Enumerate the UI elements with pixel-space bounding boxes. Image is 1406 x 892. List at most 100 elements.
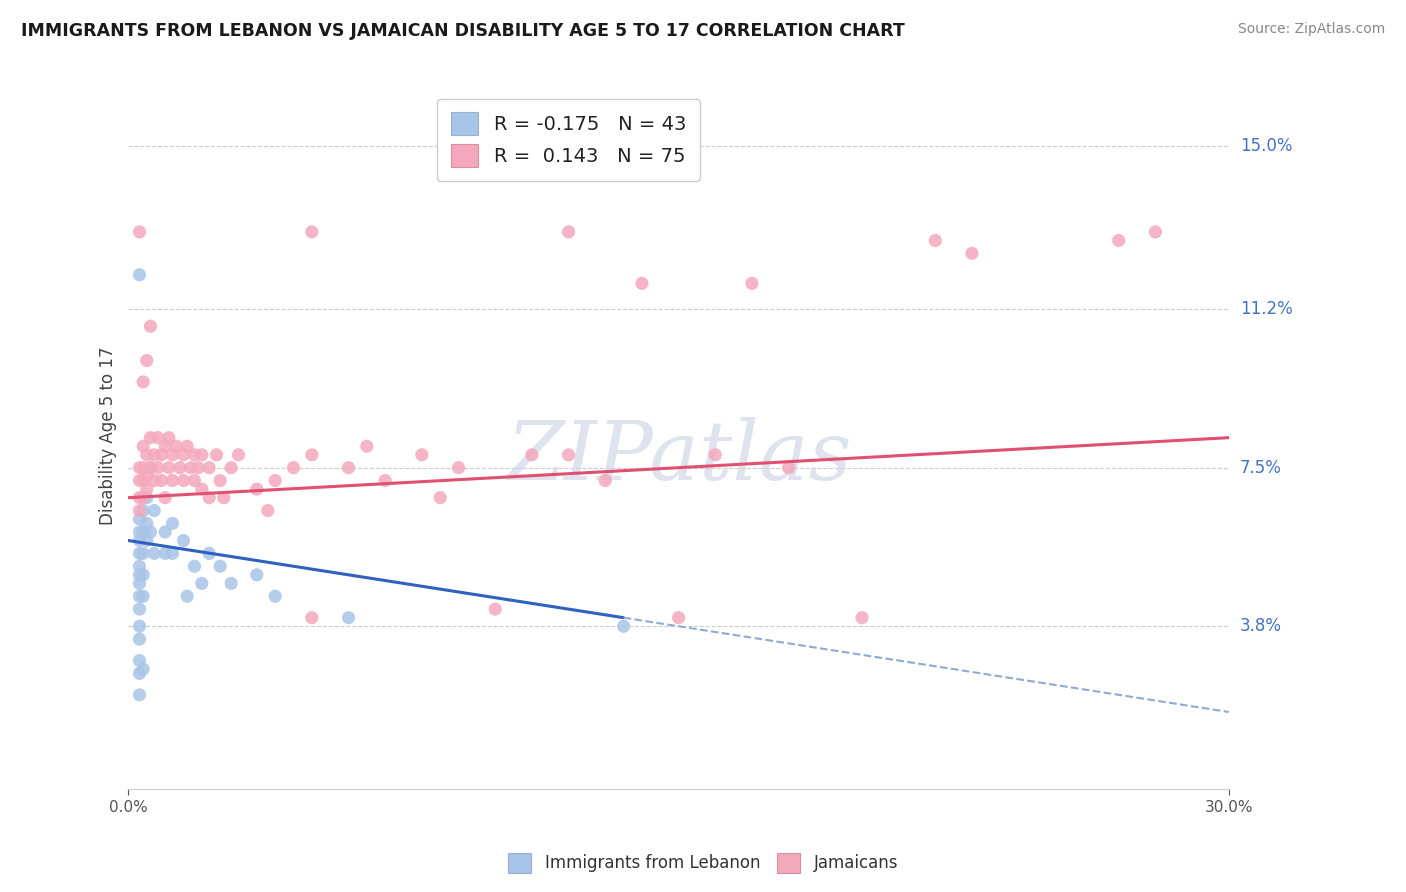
Point (128, 602, 150, 616)
Point (132, 491, 155, 505)
Point (198, 491, 221, 505)
Point (219, 576, 242, 591)
Point (143, 503, 166, 517)
Point (198, 460, 221, 475)
Point (128, 632, 150, 647)
Point (173, 448, 195, 462)
Point (246, 567, 269, 582)
Point (150, 474, 173, 488)
Point (631, 277, 654, 291)
Text: 7.5%: 7.5% (1240, 458, 1282, 476)
Point (356, 439, 378, 453)
Point (1108, 234, 1130, 248)
Point (135, 516, 157, 531)
Point (520, 448, 543, 462)
Point (128, 533, 150, 548)
Point (128, 576, 150, 591)
Point (264, 474, 287, 488)
Point (205, 448, 228, 462)
Point (135, 469, 157, 483)
Point (1144, 225, 1167, 239)
Point (128, 567, 150, 582)
Point (128, 546, 150, 560)
Point (135, 353, 157, 368)
Point (128, 225, 150, 239)
Point (157, 460, 180, 475)
Legend: R = -0.175   N = 43, R =  0.143   N = 75: R = -0.175 N = 43, R = 0.143 N = 75 (437, 99, 700, 180)
Point (960, 246, 983, 260)
Point (264, 589, 287, 603)
Point (132, 439, 155, 453)
Point (219, 460, 242, 475)
Point (173, 533, 195, 548)
Point (668, 610, 690, 624)
Point (153, 524, 176, 539)
Point (851, 610, 873, 624)
Point (173, 474, 195, 488)
Point (128, 688, 150, 702)
Text: IMMIGRANTS FROM LEBANON VS JAMAICAN DISABILITY AGE 5 TO 17 CORRELATION CHART: IMMIGRANTS FROM LEBANON VS JAMAICAN DISA… (21, 22, 905, 40)
Point (128, 512, 150, 526)
Point (162, 516, 184, 531)
Y-axis label: Disability Age 5 to 17: Disability Age 5 to 17 (100, 346, 117, 524)
Point (301, 448, 323, 462)
Point (132, 375, 155, 389)
Point (143, 474, 166, 488)
Point (209, 474, 232, 488)
Text: Source: ZipAtlas.com: Source: ZipAtlas.com (1237, 22, 1385, 37)
Point (146, 431, 169, 445)
Point (128, 559, 150, 574)
Point (132, 474, 155, 488)
Point (128, 524, 150, 539)
Point (135, 482, 157, 496)
Point (924, 234, 946, 248)
Point (139, 431, 162, 445)
Point (183, 474, 205, 488)
Point (132, 460, 155, 475)
Point (132, 524, 155, 539)
Point (139, 460, 162, 475)
Point (429, 491, 451, 505)
Point (132, 589, 155, 603)
Point (246, 482, 269, 496)
Point (187, 460, 209, 475)
Point (283, 460, 305, 475)
Point (128, 654, 150, 668)
Point (209, 559, 232, 574)
Point (128, 474, 150, 488)
Point (150, 448, 173, 462)
Point (132, 662, 155, 676)
Point (128, 491, 150, 505)
Point (176, 439, 198, 453)
Point (191, 482, 214, 496)
Point (301, 610, 323, 624)
Point (146, 460, 169, 475)
Point (228, 448, 250, 462)
Text: 11.2%: 11.2% (1240, 300, 1292, 318)
Point (135, 448, 157, 462)
Point (139, 319, 162, 334)
Point (191, 448, 214, 462)
Point (176, 589, 198, 603)
Point (447, 460, 470, 475)
Point (128, 589, 150, 603)
Point (143, 448, 166, 462)
Point (128, 503, 150, 517)
Legend: Immigrants from Lebanon, Jamaicans: Immigrants from Lebanon, Jamaicans (502, 847, 904, 880)
Point (139, 460, 162, 475)
Point (153, 439, 176, 453)
Point (128, 460, 150, 475)
Point (180, 460, 202, 475)
Point (143, 546, 166, 560)
Point (212, 491, 235, 505)
Point (191, 576, 214, 591)
Point (183, 448, 205, 462)
Point (162, 546, 184, 560)
Point (256, 503, 278, 517)
Point (162, 448, 184, 462)
Point (484, 602, 506, 616)
Point (132, 546, 155, 560)
Point (198, 546, 221, 560)
Point (157, 431, 180, 445)
Point (411, 448, 433, 462)
